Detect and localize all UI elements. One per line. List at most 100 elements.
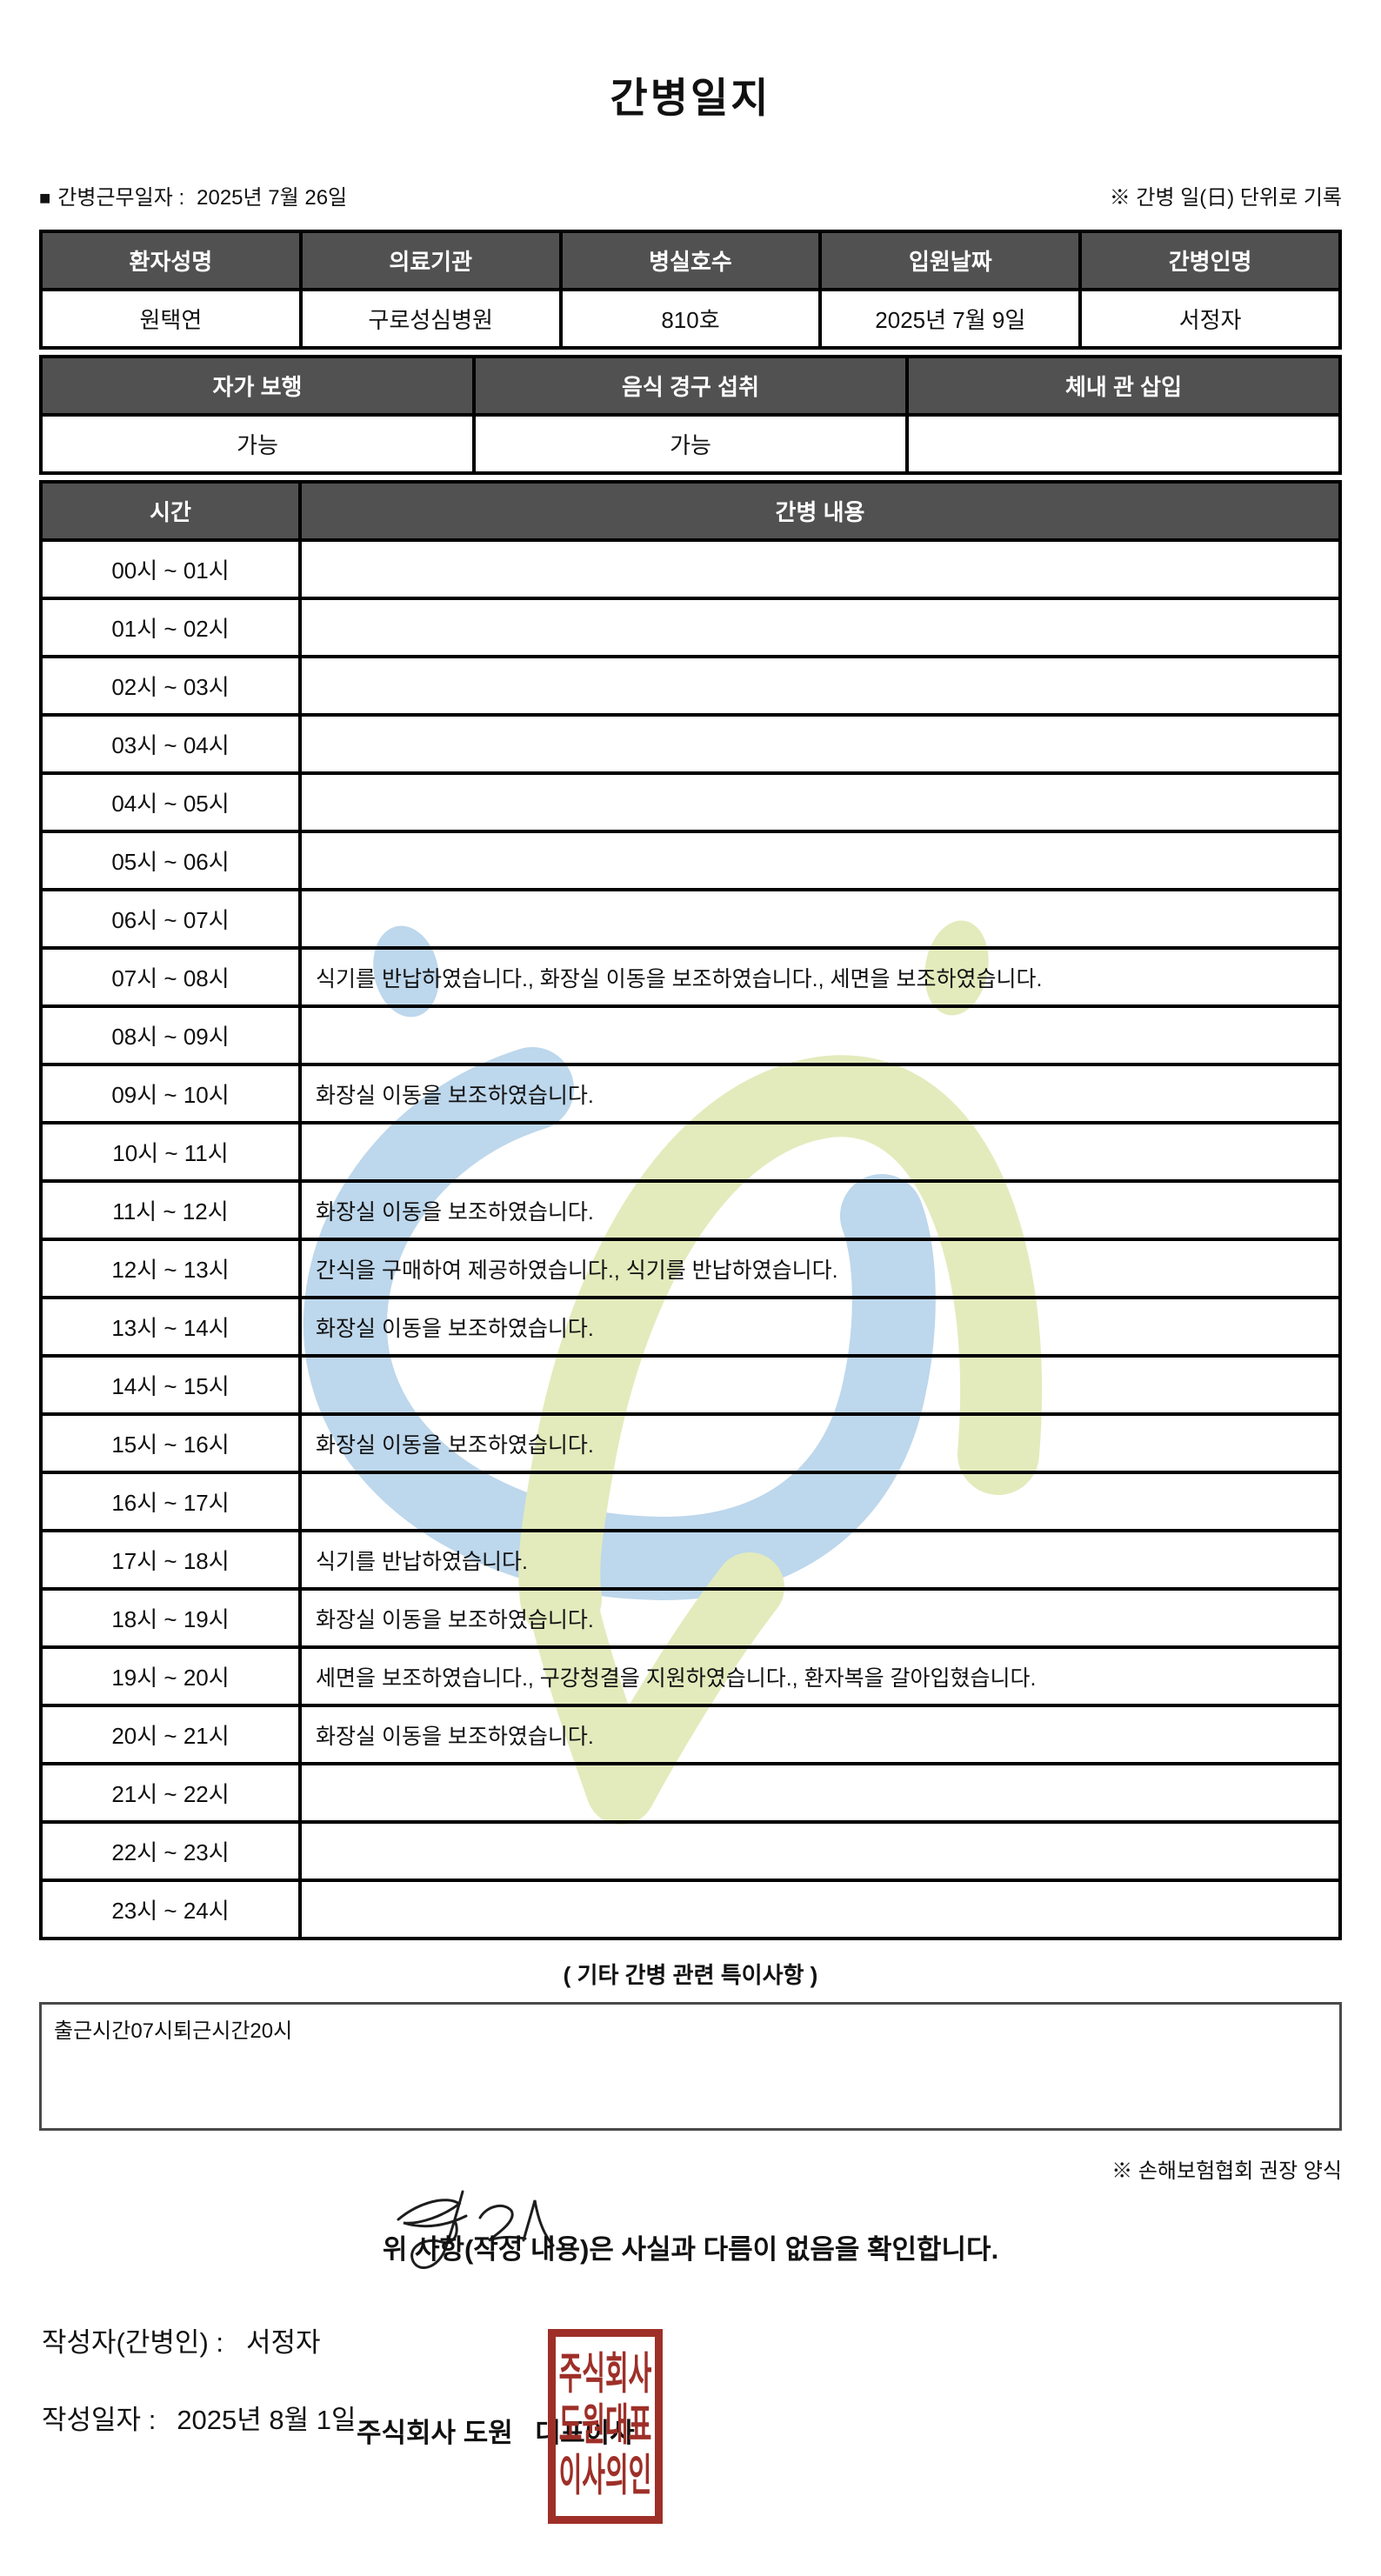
care-time-cell: 21시 ~ 22시 [39,1762,302,1824]
care-content-cell [298,888,1342,950]
care-content-cell: 식기를 반납하였습니다. [298,1529,1342,1591]
notes-heading: ( 기타 간병 관련 특이사항 ) [563,1962,818,1988]
care-time-cell: 06시 ~ 07시 [39,888,302,950]
tube-insertion-cell [905,413,1342,475]
care-row: 06시 ~ 07시 [39,888,1342,950]
self-walking-cell: 가능 [39,413,476,475]
care-time-cell: 09시 ~ 10시 [39,1063,302,1124]
care-time-cell: 03시 ~ 04시 [39,713,302,775]
col-header-time: 시간 [39,480,302,542]
col-header-caregiver: 간병인명 [1078,230,1342,291]
care-row: 02시 ~ 03시 [39,655,1342,717]
care-row: 11시 ~ 12시 화장실 이동을 보조하였습니다. [39,1179,1342,1241]
care-time-cell: 22시 ~ 23시 [39,1820,302,1882]
care-content-cell [298,655,1342,717]
care-row: 12시 ~ 13시 간식을 구매하여 제공하였습니다., 식기를 반납하였습니다. [39,1238,1342,1299]
care-content-cell [298,1820,1342,1882]
col-header-tube-insertion: 체내 관 삽입 [905,355,1342,417]
col-header-oral-intake: 음식 경구 섭취 [472,355,909,417]
care-time-cell: 01시 ~ 02시 [39,597,302,658]
care-content-cell: 화장실 이동을 보조하였습니다. [298,1179,1342,1241]
care-time-cell: 02시 ~ 03시 [39,655,302,717]
care-time-cell: 13시 ~ 14시 [39,1296,302,1358]
care-row: 04시 ~ 05시 [39,771,1342,833]
care-content-cell [298,713,1342,775]
care-content-cell: 세면을 보조하였습니다., 구강청결을 지원하였습니다., 환자복을 갈아입혔습… [298,1645,1342,1707]
col-header-patient-name: 환자성명 [39,230,303,291]
care-time-cell: 17시 ~ 18시 [39,1529,302,1591]
care-row: 03시 ~ 04시 [39,713,1342,775]
work-date-line: ■ 간병근무일자 : 2025년 7월 26일 [39,180,347,210]
care-content-cell [298,771,1342,833]
care-content-cell [298,1879,1342,1940]
writer-label: 작성자(간병인) : [42,2327,223,2358]
care-time-cell: 12시 ~ 13시 [39,1238,302,1299]
care-row: 07시 ~ 08시 식기를 반납하였습니다., 화장실 이동을 보조하였습니다.,… [39,946,1342,1008]
col-header-room: 병실호수 [558,230,823,291]
care-row: 08시 ~ 09시 [39,1004,1342,1066]
care-row: 16시 ~ 17시 [39,1471,1342,1532]
form-note: ※ 손해보험협회 권장 양식 [1111,2159,1342,2183]
condition-header-row: 자가 보행 음식 경구 섭취 체내 관 삽입 [39,355,1342,417]
patient-value-row: 원택연 구로성심병원 810호 2025년 7월 9일 서정자 [39,288,1342,350]
care-time-cell: 18시 ~ 19시 [39,1587,302,1649]
oral-intake-cell: 가능 [472,413,909,475]
patient-name-cell: 원택연 [39,288,303,350]
care-row: 14시 ~ 15시 [39,1354,1342,1416]
care-table-body: 00시 ~ 01시 01시 ~ 02시 02시 ~ 03시 03시 ~ 04시 04시 … [39,538,1342,1940]
care-content-cell [298,1471,1342,1532]
care-row: 01시 ~ 02시 [39,597,1342,658]
date-value: 2025년 8월 1일 [177,2405,357,2435]
condition-table: 자가 보행 음식 경구 섭취 체내 관 삽입 가능 가능 [39,355,1342,475]
meta-row: ■ 간병근무일자 : 2025년 7월 26일 ※ 간병 일(日) 단위로 기록 [39,180,1342,210]
care-time-cell: 15시 ~ 16시 [39,1412,302,1474]
care-time-cell: 16시 ~ 17시 [39,1471,302,1532]
care-content-cell [298,1004,1342,1066]
room-cell: 810호 [558,288,823,350]
care-time-cell: 23시 ~ 24시 [39,1879,302,1940]
page-title: 간병일지 [610,75,771,121]
writer-name: 서정자 [246,2327,321,2358]
care-row: 00시 ~ 01시 [39,538,1342,600]
work-date-value: 2025년 7월 26일 [197,186,348,210]
care-content-cell [298,1121,1342,1183]
col-header-care-content: 간병 내용 [298,480,1342,542]
notes-box: 출근시간07시퇴근시간20시 [39,2002,1342,2131]
care-row: 15시 ~ 16시 화장실 이동을 보조하였습니다. [39,1412,1342,1474]
care-time-cell: 20시 ~ 21시 [39,1704,302,1765]
care-time-cell: 05시 ~ 06시 [39,830,302,891]
patient-header-row: 환자성명 의료기관 병실호수 입원날짜 간병인명 [39,230,1342,291]
care-row: 13시 ~ 14시 화장실 이동을 보조하였습니다. [39,1296,1342,1358]
col-header-admission-date: 입원날짜 [818,230,1083,291]
col-header-self-walking: 자가 보행 [39,355,476,417]
care-content-cell: 화장실 이동을 보조하였습니다. [298,1412,1342,1474]
care-content-cell [298,830,1342,891]
care-content-cell [298,1354,1342,1416]
corporate-seal-stamp: 주식회사 도원대표 이사의인 [548,2329,663,2524]
care-time-cell: 04시 ~ 05시 [39,771,302,833]
care-content-cell: 화장실 이동을 보조하였습니다. [298,1587,1342,1649]
care-header-row: 시간 간병 내용 [39,480,1342,542]
col-header-hospital: 의료기관 [298,230,563,291]
care-content-cell [298,597,1342,658]
care-row: 09시 ~ 10시 화장실 이동을 보조하였습니다. [39,1063,1342,1124]
care-log-table: 시간 간병 내용 00시 ~ 01시 01시 ~ 02시 02시 ~ 03시 03시 … [39,480,1342,1940]
writer-line: 작성자(간병인) : 서정자 [42,2320,1381,2359]
caregiver-cell: 서정자 [1078,288,1342,350]
stamp-line: 도원대표 [558,2401,652,2451]
square-bullet-icon: ■ [39,187,51,209]
care-row: 19시 ~ 20시 세면을 보조하였습니다., 구강청결을 지원하였습니다., 환… [39,1645,1342,1707]
care-content-cell: 화장실 이동을 보조하였습니다. [298,1704,1342,1765]
care-row: 21시 ~ 22시 [39,1762,1342,1824]
care-time-cell: 08시 ~ 09시 [39,1004,302,1066]
care-time-cell: 11시 ~ 12시 [39,1179,302,1241]
care-row: 20시 ~ 21시 화장실 이동을 보조하였습니다. [39,1704,1342,1765]
condition-value-row: 가능 가능 [39,413,1342,475]
care-time-cell: 07시 ~ 08시 [39,946,302,1008]
patient-info-table: 환자성명 의료기관 병실호수 입원날짜 간병인명 원택연 구로성심병원 810호… [39,230,1342,350]
care-row: 17시 ~ 18시 식기를 반납하였습니다. [39,1529,1342,1591]
written-date-line: 작성일자 : 2025년 8월 1일 [42,2398,1381,2437]
date-label: 작성일자 : [42,2405,157,2435]
care-time-cell: 14시 ~ 15시 [39,1354,302,1416]
